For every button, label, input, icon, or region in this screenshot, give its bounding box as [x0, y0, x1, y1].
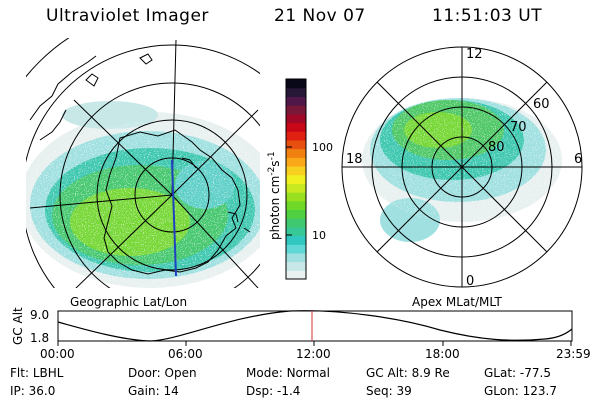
colorbar-segment	[286, 192, 306, 202]
colorbar-segment	[286, 105, 306, 115]
gc-alt-strip: GC Alt 9.0 1.8 00:00 06:00 12:00 18:00 2…	[11, 307, 591, 361]
strip-xtick-3: 18:00	[425, 347, 460, 361]
gc-alt-curve	[57, 310, 573, 342]
strip-ytick-9: 9.0	[30, 308, 49, 322]
mlt-label-12: 12	[466, 47, 483, 62]
colorbar-segment	[286, 148, 306, 158]
mlt-label-0: 0	[466, 274, 474, 289]
colorbar-segment	[286, 131, 306, 141]
geo-emission-image	[26, 101, 260, 288]
colorbar-tick-100: 100	[312, 141, 333, 154]
apex-labels: 12 18 6 0 60 70 80	[346, 47, 582, 289]
field-seq: Seq: 39	[366, 384, 412, 398]
colorbar-segment	[286, 235, 306, 245]
apex-map-label: Apex MLat/MLT	[412, 295, 502, 309]
colorbar-segment	[286, 244, 306, 254]
mlat-label-80: 80	[488, 140, 505, 155]
strip-xtick-4: 23:59	[556, 347, 591, 361]
field-door: Door: Open	[128, 366, 197, 380]
field-mode: Mode: Normal	[246, 366, 330, 380]
field-gain: Gain: 14	[128, 384, 179, 398]
colorbar-unit: photon cm-2s-1	[267, 151, 282, 240]
strip-xtick-1: 06:00	[168, 347, 203, 361]
colorbar-segment	[286, 209, 306, 219]
colorbar-segment	[286, 96, 306, 106]
colorbar-segment	[286, 174, 306, 184]
geo-lat-circles	[26, 38, 260, 288]
geo-meridians	[29, 39, 259, 288]
geo-footprint-track	[171, 159, 177, 277]
strip-ytick-1.8: 1.8	[30, 331, 49, 345]
colorbar-segment	[286, 139, 306, 150]
colorbar-segment	[286, 218, 306, 228]
colorbar-segment	[286, 226, 306, 237]
gc-alt-ylabel: GC Alt	[11, 307, 25, 345]
colorbar-segment	[286, 87, 306, 97]
geo-coastlines	[29, 53, 251, 275]
apex-grid	[341, 46, 583, 288]
date-label: 21 Nov 07	[274, 6, 366, 26]
field-glat: GLat: -77.5	[484, 366, 551, 380]
mlt-label-18: 18	[346, 152, 363, 167]
field-gc-alt: GC Alt: 8.9 Re	[366, 366, 450, 380]
instrument-title: Ultraviolet Imager	[46, 6, 209, 26]
colorbar: 100 10 photon cm-2s-1	[267, 78, 333, 280]
field-dsp: Dsp: -1.4	[246, 384, 301, 398]
geo-map-label: Geographic Lat/Lon	[70, 295, 188, 309]
strip-xtick-0: 00:00	[40, 347, 75, 361]
colorbar-segment	[286, 165, 306, 176]
mlat-label-70: 70	[510, 120, 527, 135]
field-ip: IP: 36.0	[10, 384, 56, 398]
time-label: 11:51:03 UT	[432, 6, 543, 26]
mlat-label-60: 60	[533, 97, 550, 112]
colorbar-segment	[286, 183, 306, 193]
mlt-label-6: 6	[574, 152, 582, 167]
colorbar-segment	[286, 79, 306, 89]
colorbar-segment	[286, 157, 306, 167]
colorbar-segment	[286, 252, 306, 263]
colorbar-segment	[286, 113, 306, 124]
colorbar-tick-10: 10	[312, 229, 326, 242]
colorbar-segment	[286, 270, 306, 280]
strip-xtick-2: 12:00	[296, 347, 331, 361]
field-flt: Flt: LBHL	[10, 366, 64, 380]
colorbar-segment	[286, 200, 306, 211]
colorbar-segment	[286, 122, 306, 132]
colorbar-segment	[286, 261, 306, 271]
field-glon: GLon: 123.7	[484, 384, 557, 398]
